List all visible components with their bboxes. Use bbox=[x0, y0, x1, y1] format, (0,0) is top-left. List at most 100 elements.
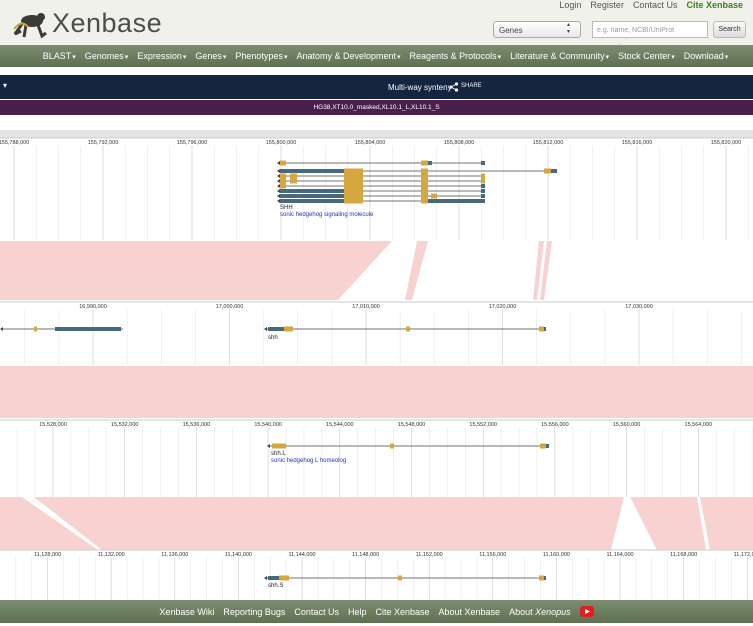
exon bbox=[421, 198, 428, 204]
exon bbox=[280, 183, 286, 189]
ruler-label: 17,000,000 bbox=[216, 304, 244, 310]
footer-link[interactable]: Xenbase Wiki bbox=[159, 606, 215, 617]
nav-item[interactable]: Anatomy & Development bbox=[296, 51, 400, 61]
share-icon[interactable] bbox=[449, 82, 459, 92]
ruler-label: 11,132,000 bbox=[98, 552, 125, 558]
exon bbox=[344, 178, 363, 184]
exon bbox=[344, 168, 363, 174]
gene-symbol: shh bbox=[268, 335, 278, 341]
exon bbox=[539, 575, 544, 581]
ruler-label: 15,536,000 bbox=[183, 422, 211, 428]
ruler-label: 15,552,000 bbox=[469, 422, 497, 428]
ruler-label: 15,528,000 bbox=[39, 422, 67, 428]
synteny-band bbox=[405, 241, 428, 300]
search-select[interactable]: Genes bbox=[493, 21, 581, 38]
ruler-label: 15,532,000 bbox=[111, 422, 139, 428]
exon bbox=[272, 443, 286, 449]
utr bbox=[428, 161, 432, 165]
exon bbox=[421, 173, 428, 179]
synteny-band bbox=[0, 241, 392, 300]
search-input[interactable]: e.g. name, NCBI/UniProt accession bbox=[592, 21, 708, 51]
ruler-label: 17,030,000 bbox=[625, 304, 653, 310]
exon bbox=[431, 193, 437, 199]
link[interactable]: Contact Us bbox=[632, 0, 678, 10]
exon bbox=[539, 326, 544, 332]
ruler-label: 155,804,000 bbox=[355, 140, 386, 146]
ruler-label: 11,156,000 bbox=[479, 552, 506, 558]
exon bbox=[280, 178, 286, 184]
logo-text[interactable]: Xenbase bbox=[52, 8, 163, 38]
link[interactable]: Register bbox=[590, 0, 624, 10]
footer-link-species: Xenopus bbox=[535, 606, 571, 617]
exon bbox=[398, 575, 402, 581]
exon bbox=[280, 173, 286, 179]
utr bbox=[551, 169, 557, 173]
share-button[interactable]: SHARE bbox=[461, 83, 482, 89]
gene-name: sonic hedgehog signaling molecule bbox=[280, 212, 374, 218]
nav-item[interactable]: Download bbox=[684, 51, 729, 61]
exon bbox=[390, 443, 394, 449]
utr bbox=[544, 576, 546, 580]
collapse-toggle[interactable]: ▾ bbox=[3, 81, 8, 90]
ruler-label: 11,136,000 bbox=[161, 552, 188, 558]
synteny-band bbox=[533, 241, 544, 300]
ruler-label: 11,152,000 bbox=[416, 552, 443, 558]
nav-item[interactable]: Expression bbox=[137, 51, 186, 61]
nav-item[interactable]: BLAST bbox=[43, 51, 76, 61]
exon bbox=[406, 326, 410, 332]
exon bbox=[421, 183, 428, 189]
ruler-label: 11,148,000 bbox=[352, 552, 379, 558]
ruler-label: 11,172,000 bbox=[734, 552, 753, 558]
exon bbox=[421, 193, 428, 199]
ruler-label: 11,164,000 bbox=[606, 552, 633, 558]
ruler-label: 11,160,000 bbox=[543, 552, 570, 558]
nav-item[interactable]: Stock Center bbox=[618, 51, 675, 61]
synteny-band bbox=[540, 241, 552, 300]
gene-symbol: SHH bbox=[280, 205, 293, 211]
nav-item[interactable]: Genomes bbox=[85, 51, 129, 61]
exon bbox=[290, 178, 297, 184]
nav-item[interactable]: Literature & Community bbox=[510, 51, 609, 61]
footer-link[interactable]: Reporting Bugs bbox=[223, 606, 286, 617]
gene-symbol: shh.L bbox=[271, 451, 286, 457]
footer-link[interactable]: Cite Xenbase bbox=[375, 606, 430, 617]
header: Xenbase Login Register Contact Us Cite X… bbox=[0, 0, 753, 51]
utr bbox=[481, 161, 485, 165]
nav-item[interactable]: Reagents & Protocols bbox=[410, 51, 502, 61]
ruler-label: 11,144,000 bbox=[288, 552, 315, 558]
exon bbox=[344, 188, 363, 194]
ruler-label: 11,168,000 bbox=[670, 552, 697, 558]
utr bbox=[481, 184, 485, 188]
youtube-icon[interactable] bbox=[579, 606, 594, 617]
footer-link[interactable]: About Xenopus bbox=[509, 607, 571, 617]
footer-link[interactable]: Help bbox=[347, 606, 367, 617]
exon bbox=[544, 168, 551, 174]
genomes-bar: HG38,XT10.0_masked,XL10.1_L,XL10.1_S bbox=[0, 100, 753, 115]
link[interactable]: Cite Xenbase bbox=[686, 0, 743, 10]
utr bbox=[546, 444, 549, 448]
strand-arrow bbox=[277, 199, 280, 203]
utr bbox=[481, 194, 485, 198]
utr bbox=[55, 327, 121, 331]
strand-arrow bbox=[264, 576, 267, 580]
strand-arrow bbox=[277, 169, 280, 173]
exon bbox=[421, 160, 428, 166]
nav-item[interactable]: Genes bbox=[195, 51, 226, 61]
footer-link[interactable]: About Xenbase bbox=[438, 606, 501, 617]
nav-item[interactable]: Phenotypes bbox=[235, 51, 287, 61]
exon bbox=[421, 178, 428, 184]
exon bbox=[344, 193, 363, 199]
synteny-gap bbox=[22, 497, 102, 550]
exon bbox=[344, 183, 363, 189]
search-button[interactable]: Search bbox=[713, 21, 746, 38]
utr bbox=[428, 199, 485, 203]
ruler-label: 155,800,000 bbox=[266, 140, 297, 146]
footer-link[interactable]: Contact Us bbox=[294, 606, 339, 617]
link[interactable]: Login bbox=[559, 0, 582, 10]
exon bbox=[421, 168, 428, 174]
ruler-label: 15,544,000 bbox=[326, 422, 354, 428]
ruler-label: 17,020,000 bbox=[489, 304, 517, 310]
exon bbox=[421, 188, 428, 194]
